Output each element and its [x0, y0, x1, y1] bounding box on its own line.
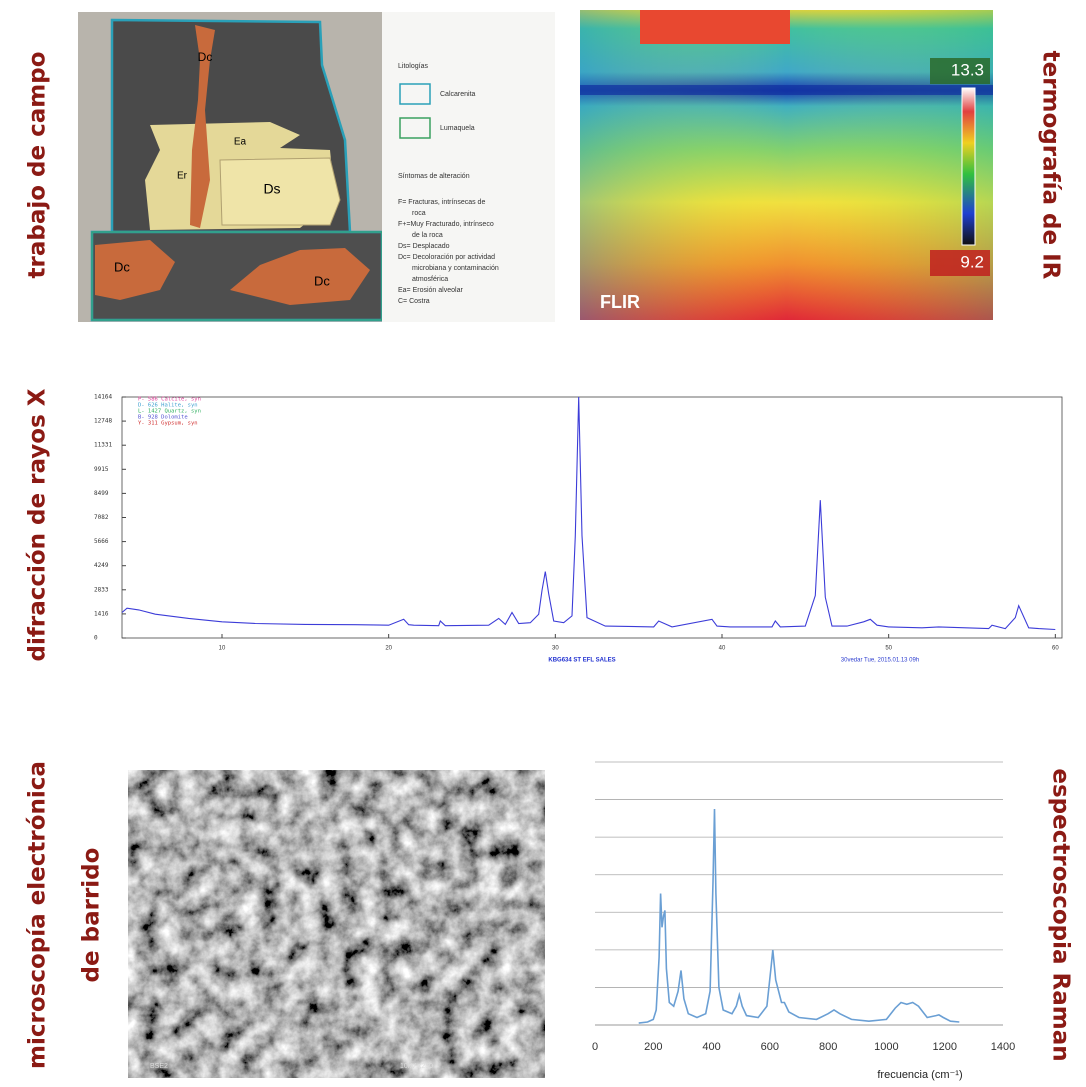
y-tick-label: 0 — [94, 635, 98, 642]
legend-item: atmosférica — [412, 276, 448, 283]
y-tick-label: 4249 — [94, 562, 109, 569]
map-tag: Dc — [314, 273, 330, 288]
y-tick-label: 12748 — [94, 418, 112, 425]
sem-caption: 10kV x250 — [400, 1063, 433, 1070]
phase-legend: Y- 311 Gypsum, syn — [138, 421, 198, 427]
x-tick-label: 1200 — [932, 1041, 956, 1053]
y-tick-label: 2833 — [94, 586, 109, 593]
x-tick-label: 60 — [1052, 646, 1059, 652]
plot-frame — [122, 397, 1062, 638]
y-tick-label: 8499 — [94, 490, 109, 497]
map-tag: Ds — [263, 181, 280, 197]
x-axis-label: frecuencia (cm⁻¹) — [877, 1069, 962, 1081]
legend-item: F+=Muy Fracturado, intrínseco — [398, 221, 494, 228]
y-tick-label: 11331 — [94, 442, 112, 449]
page: {"labels":{"field":"trabajo de campo","t… — [0, 0, 1086, 1087]
x-tick-label: 30 — [552, 646, 559, 652]
legend-item: Ea= Erosión alveolar — [398, 287, 463, 294]
legend-item: Lumaquela — [440, 125, 475, 132]
legend-item: Dc= Decoloración por actividad — [398, 254, 495, 261]
legend-item: Calcarenita — [440, 91, 476, 98]
map-tag: Dc — [114, 259, 130, 274]
map-tag: Dc — [198, 50, 213, 64]
y-tick-label: 7082 — [94, 514, 109, 521]
data-line — [639, 809, 960, 1023]
slide: trabajo de campo termografía de IR difra… — [0, 0, 1086, 1087]
y-tick-label: 5666 — [94, 538, 109, 545]
legend-title: Litologías — [398, 63, 428, 70]
map-tag: Ea — [234, 137, 247, 148]
side-label: espectroscopia Raman — [1048, 768, 1074, 1061]
scale-max: 13.3 — [951, 60, 984, 79]
x-tick-label: 400 — [702, 1041, 720, 1053]
legend-item: Ds= Desplacado — [398, 243, 450, 250]
legend-title: Síntomas de alteración — [398, 173, 470, 180]
x-tick-label: 1000 — [874, 1041, 898, 1053]
field-map: Dc Ea Er Ds Dc Dc Litologías Calcarenita… — [78, 12, 555, 322]
y-tick-label: 14164 — [94, 394, 112, 401]
x-tick-label: 50 — [885, 646, 892, 652]
legend-item: microbiana y contaminación — [412, 265, 499, 272]
y-tick-label: 1416 — [94, 610, 109, 617]
sem-caption: BSE2 — [150, 1063, 168, 1070]
x-tick-label: 800 — [819, 1041, 837, 1053]
x-tick-label: 1400 — [991, 1041, 1015, 1053]
legend-item: roca — [412, 210, 426, 217]
x-tick-label: 600 — [761, 1041, 779, 1053]
side-label: microscopía electrónica — [25, 761, 51, 1069]
sem-image: BSE2 10kV x250 — [128, 770, 545, 1078]
side-label: termografía de IR — [1038, 51, 1064, 280]
scale-min: 9.2 — [960, 252, 984, 271]
chart-title: KBG634 ST EFL SALES — [548, 658, 615, 664]
map-tag: Er — [177, 171, 188, 182]
side-label: difracción de rayos X — [25, 388, 51, 661]
chart-footer: 30vedar Tue, 2015.01.13 09h — [841, 658, 919, 664]
brand: FLIR — [600, 292, 640, 312]
y-tick-label: 9915 — [94, 466, 109, 473]
x-tick-label: 20 — [385, 646, 392, 652]
side-label: trabajo de campo — [25, 52, 51, 279]
x-tick-label: 40 — [719, 646, 726, 652]
legend-item: C= Costra — [398, 298, 430, 305]
x-tick-label: 200 — [644, 1041, 662, 1053]
x-tick-label: 0 — [592, 1041, 598, 1053]
legend-item: de la roca — [412, 232, 443, 239]
data-line — [122, 397, 1055, 630]
x-tick-label: 10 — [219, 646, 226, 652]
legend-item: F= Fracturas, intrínsecas de — [398, 199, 485, 206]
thermal-image: 13.3 9.2 FLIR — [580, 10, 993, 320]
side-label: de barrido — [79, 848, 105, 983]
